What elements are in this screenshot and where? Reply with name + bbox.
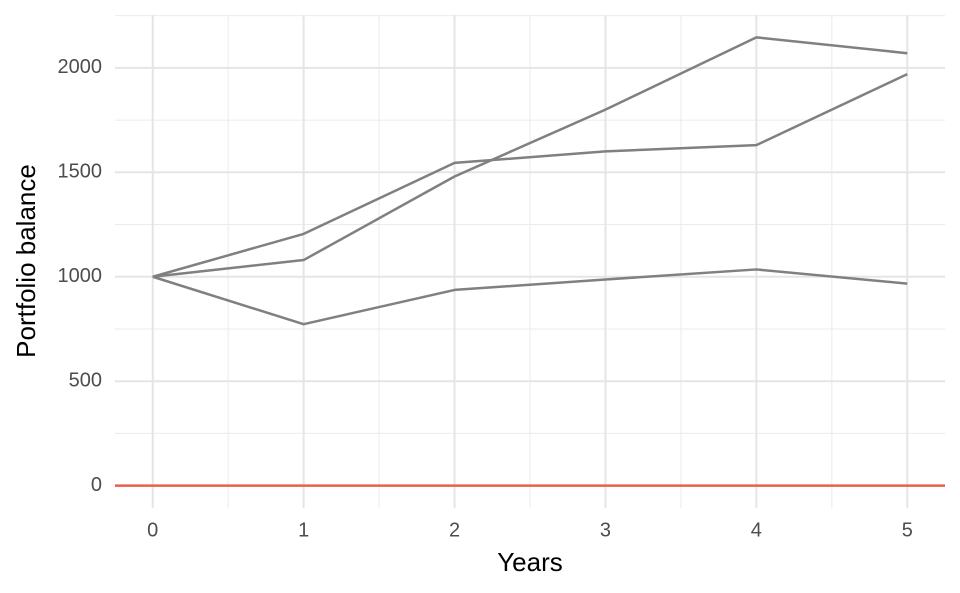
data-line (152, 268, 908, 326)
x-tick-label: 5 (902, 519, 913, 541)
x-tick-label: 0 (147, 519, 158, 541)
x-axis-title: Years (497, 547, 563, 577)
y-axis-title: Portfolio balance (11, 164, 41, 358)
data-line (152, 36, 908, 278)
y-tick-label: 1000 (58, 265, 103, 287)
y-tick-label: 2000 (58, 56, 103, 78)
y-tick-label: 1500 (58, 161, 103, 183)
x-tick-label: 2 (449, 519, 460, 541)
data-line (152, 72, 908, 278)
y-tick-label: 500 (69, 369, 102, 391)
x-tick-label: 1 (298, 519, 309, 541)
x-tick-label: 3 (600, 519, 611, 541)
y-tick-label: 0 (91, 474, 102, 496)
x-tick-label: 4 (751, 519, 762, 541)
